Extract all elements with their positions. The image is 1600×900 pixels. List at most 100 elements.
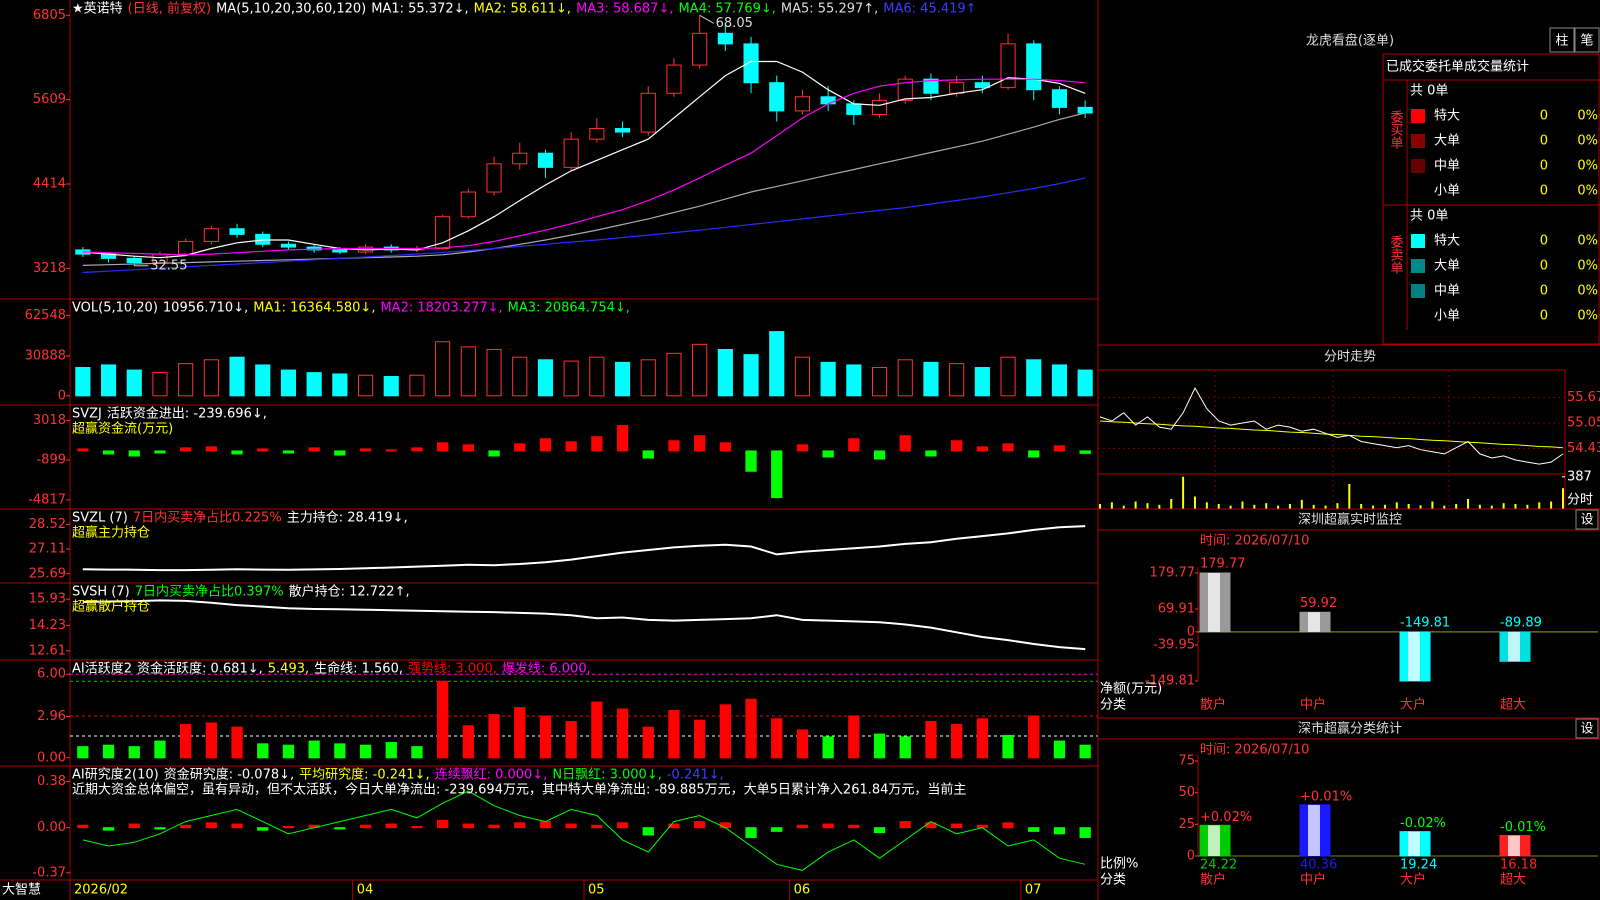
row-name: 特大 [1434,109,1460,124]
bar-highlight [1208,825,1220,856]
settings-button-label[interactable]: 设 [1580,722,1593,737]
row-percent: 0% [1577,159,1598,174]
side-label: 委卖单 [1388,235,1404,274]
value-label: 179.77 [1200,557,1246,572]
header-text: MA1: 16364.580↓, [253,301,375,316]
bar [589,356,605,397]
candle-body [178,240,194,255]
bar [359,824,372,829]
row-count: 0 [1540,184,1548,199]
bar [897,359,913,397]
bar [154,450,166,454]
toggle-button-label[interactable]: 柱 [1555,34,1568,49]
bar [180,447,192,452]
bar [668,823,680,829]
toggle-button[interactable] [1549,27,1575,53]
y-tick-label: 5609 [33,92,66,107]
candle-body [486,163,502,193]
bar [925,721,937,759]
bar [257,448,269,452]
bar [282,450,295,454]
y-tick-label: 28.52 [29,517,66,532]
bar [565,823,577,829]
bar [719,822,731,829]
bar [128,450,140,457]
candle-body [229,228,245,235]
candle-body [923,78,939,94]
bar [462,823,474,829]
header-text: 资金研究度: -0.078↓, [164,767,294,783]
bar [257,827,269,831]
settings-button[interactable] [1575,718,1599,739]
bar [437,442,449,452]
annotation-line [699,14,714,24]
table-frame [1382,53,1600,345]
header-text: SVSH (7) [72,585,130,600]
left-charts: 6805 5609 4414 3218 68.05 32.55 ★英诺特 (日线, 前复权) M… [0,0,1098,900]
bar [512,356,528,397]
bar [1079,827,1091,838]
legend-swatch [1411,284,1425,298]
bar [745,827,757,838]
header-text: MA3: 20864.754↓, [508,301,630,316]
bar [614,361,631,397]
y-tick-label: 75 [1178,754,1195,769]
bar [1079,450,1091,454]
category-label: 散户 [1200,872,1226,888]
bar [77,824,89,829]
bar [694,821,706,829]
candle-body [974,82,990,89]
toggle-button[interactable] [1574,27,1600,53]
bar [565,441,577,452]
bar [435,341,451,397]
value-label: -149.81 [1400,615,1450,630]
bar [231,726,243,759]
bar [334,743,346,759]
row-percent: 0% [1577,109,1598,124]
bar [951,823,963,829]
candle-body [949,82,965,94]
bar [100,364,117,397]
header-text: MA(5,10,20,30,60,120) [216,2,366,17]
row-name: 特大 [1434,234,1460,249]
candle-body [897,78,913,101]
candle-body [846,103,862,115]
bar [306,372,322,397]
category-label: 超大 [1500,698,1526,713]
bar [334,450,346,456]
candle-body [1077,106,1093,114]
bar [563,360,579,397]
value-label: 40.36 [1300,858,1337,873]
y-tick-label: 15.93 [29,592,66,607]
header-text: MA6: 45.419↑ [883,2,976,17]
candle-body [1026,43,1042,91]
candle-body [332,249,348,253]
bar [102,450,115,455]
settings-button-label[interactable]: 设 [1580,513,1593,528]
row-name: 小单 [1434,184,1460,199]
bar [231,450,243,455]
settings-button[interactable] [1575,509,1599,530]
price-line [1099,387,1564,465]
bar [820,361,836,397]
bar [1051,364,1068,397]
panel-title: 龙虎看盘(逐单) [1306,33,1394,49]
y-tick-label: 55.05 [1567,416,1600,431]
indicator-line [82,599,1086,651]
header-text: SVZJ [72,407,102,422]
y-tick-label: 0.00 [37,750,66,765]
toggle-button-label[interactable]: 笔 [1580,33,1593,49]
moving-average-line [82,112,1086,266]
low-label: 32.55 [150,258,187,273]
bar [77,448,89,452]
y-tick-label: 54.43 [1567,441,1600,456]
bar [180,824,192,829]
bar [1002,734,1014,759]
bar [308,740,320,759]
bar [231,823,243,829]
bar [205,446,217,452]
x-axis-title: 分类 [1100,873,1126,888]
bar [539,715,552,759]
